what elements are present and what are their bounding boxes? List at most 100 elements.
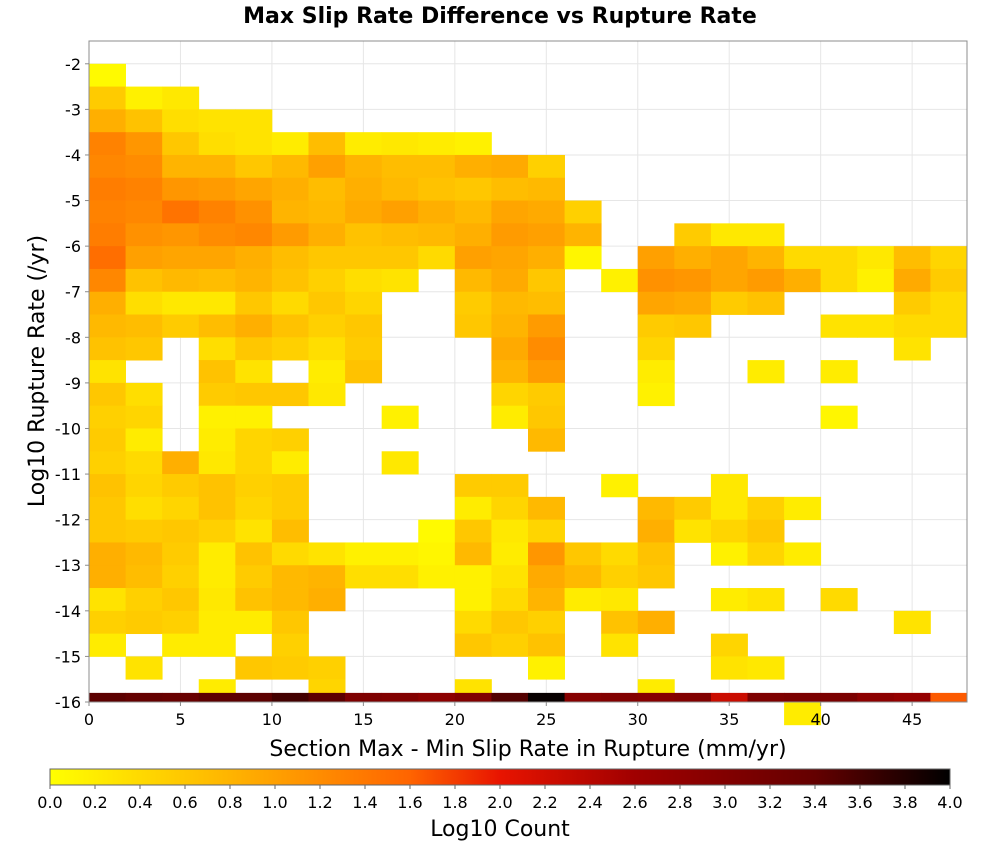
colorbar-tick-label: 1.2 (307, 793, 332, 812)
heatmap-cell (784, 496, 822, 521)
y-tick-label: -2 (65, 55, 81, 74)
heatmap-cell (564, 588, 602, 612)
heatmap-cell (125, 200, 163, 224)
heatmap-cell (893, 246, 931, 270)
heatmap-cell (89, 451, 126, 475)
heatmap-cell (528, 360, 565, 384)
heatmap-cell (125, 542, 163, 566)
heatmap-cell (345, 177, 383, 201)
heatmap-cell (308, 542, 346, 566)
heatmap-cell (308, 177, 346, 201)
heatmap-cell (381, 132, 419, 156)
heatmap-cell (89, 86, 126, 110)
colorbar-tick-label: 3.0 (712, 793, 737, 812)
heatmap-cell (454, 610, 492, 635)
heatmap-cell (162, 200, 200, 224)
heatmap-cell (820, 246, 858, 270)
heatmap-cell (491, 610, 529, 635)
heatmap-cell (454, 474, 492, 498)
heatmap-cell (125, 337, 163, 361)
y-tick-label: -13 (55, 556, 81, 575)
heatmap-cell (491, 246, 529, 270)
heatmap-cell (198, 177, 236, 201)
colorbar-tick-label: 1.8 (442, 793, 467, 812)
heatmap-cell (418, 692, 456, 702)
heatmap-cell (637, 519, 675, 543)
heatmap-cell (308, 223, 346, 247)
heatmap-cell (271, 474, 309, 498)
colorbar-tick-label: 2.2 (532, 793, 557, 812)
heatmap-cell (528, 692, 565, 702)
heatmap-cell (89, 177, 126, 201)
heatmap-cell (528, 428, 565, 452)
heatmap-cell (674, 519, 712, 543)
heatmap-cell (528, 588, 565, 612)
heatmap-cell (564, 692, 602, 702)
y-tick-label: -8 (65, 328, 81, 347)
heatmap-cell (198, 565, 236, 589)
heatmap-cell (820, 588, 858, 612)
heatmap-cell (89, 633, 126, 657)
heatmap-cell (930, 268, 968, 293)
heatmap-cell (345, 223, 383, 247)
heatmap-cell (747, 656, 785, 680)
heatmap-cell (235, 496, 273, 521)
heatmap-cell (271, 633, 309, 657)
heatmap-cell (710, 268, 748, 293)
heatmap-cell (930, 692, 968, 702)
heatmap-cell (198, 451, 236, 475)
heatmap-cell (820, 314, 858, 338)
heatmap-cell (271, 200, 309, 224)
heatmap-cell (308, 314, 346, 338)
heatmap-cell (601, 692, 639, 702)
heatmap-cell (125, 177, 163, 201)
y-tick-label: -5 (65, 192, 81, 211)
heatmap-cell (235, 519, 273, 543)
heatmap-cell (674, 223, 712, 247)
chart-title: Max Slip Rate Difference vs Rupture Rate (243, 4, 757, 29)
heatmap-cell (747, 496, 785, 521)
heatmap-cell (528, 200, 565, 224)
heatmap-cell (381, 200, 419, 224)
y-tick-label: -3 (65, 100, 81, 119)
heatmap-cell (528, 337, 565, 361)
heatmap-cells (89, 63, 968, 726)
heatmap-cell (893, 268, 931, 293)
heatmap-cell (89, 132, 126, 156)
heatmap-cell (125, 246, 163, 270)
heatmap-cell (710, 223, 748, 247)
colorbar-tick-label: 2.6 (622, 793, 647, 812)
heatmap-cell (89, 337, 126, 361)
heatmap-cell (893, 314, 931, 338)
heatmap-cell (893, 291, 931, 315)
heatmap-cell (271, 610, 309, 635)
heatmap-cell (747, 223, 785, 247)
heatmap-cell (162, 132, 200, 156)
heatmap-cell (930, 246, 968, 270)
heatmap-cell (528, 291, 565, 315)
heatmap-cell (491, 314, 529, 338)
heatmap-cell (491, 291, 529, 315)
heatmap-cell (89, 291, 126, 315)
heatmap-cell (454, 588, 492, 612)
heatmap-cell (747, 268, 785, 293)
heatmap-cell (564, 246, 602, 270)
x-tick-label: 35 (719, 710, 739, 729)
heatmap-cell (601, 565, 639, 589)
heatmap-cell (89, 154, 126, 179)
heatmap-cell (674, 314, 712, 338)
heatmap-cell (271, 177, 309, 201)
y-tick-label: -4 (65, 146, 81, 165)
heatmap-cell (235, 451, 273, 475)
heatmap-cell (198, 474, 236, 498)
heatmap-cell (491, 692, 529, 702)
x-axis-ticks: 0 5 10 15 20 25 30 35 40 45 (84, 702, 922, 729)
heatmap-cell (710, 291, 748, 315)
heatmap-cell (381, 268, 419, 293)
heatmap-cell (162, 177, 200, 201)
heatmap-cell (857, 314, 895, 338)
heatmap-cell (89, 428, 126, 452)
heatmap-cell (235, 177, 273, 201)
heatmap-cell (491, 519, 529, 543)
heatmap-cell (418, 519, 456, 543)
